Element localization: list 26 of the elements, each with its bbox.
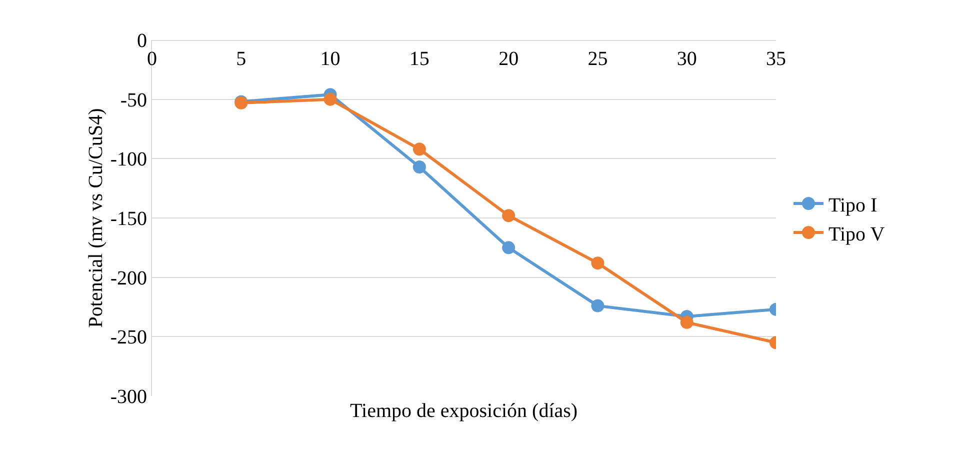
- x-tick-label: 15: [409, 48, 430, 70]
- point: [502, 209, 516, 222]
- x-tick-label: 25: [588, 48, 608, 70]
- y-tick-label: -200: [110, 267, 147, 290]
- point: [502, 241, 516, 254]
- y-axis-title: Potencial (mv vs Cu/CuS4): [85, 108, 107, 328]
- point: [591, 299, 604, 312]
- y-tick-label: -300: [110, 386, 147, 408]
- y-tick-label: -250: [110, 326, 147, 349]
- y-tick-label: -50: [120, 89, 147, 112]
- y-tick-label: -100: [110, 148, 147, 171]
- point: [324, 92, 337, 106]
- point: [412, 142, 426, 156]
- point: [591, 256, 604, 270]
- point: [412, 160, 426, 174]
- y-tick-label: -150: [110, 208, 147, 230]
- x-tick-label: 10: [320, 48, 340, 70]
- x-tick-label: 20: [498, 48, 519, 70]
- point: [680, 316, 694, 329]
- x-tick-label: 35: [766, 48, 786, 70]
- x-tick-label: 30: [676, 48, 697, 70]
- x-axis-title: Tiempo de exposición (días): [350, 400, 578, 422]
- legend-label: Tipo I: [828, 194, 878, 216]
- x-tick-label: 5: [236, 48, 246, 70]
- y-tick-label: 0: [137, 30, 147, 52]
- legend-label: Tipo V: [828, 223, 886, 246]
